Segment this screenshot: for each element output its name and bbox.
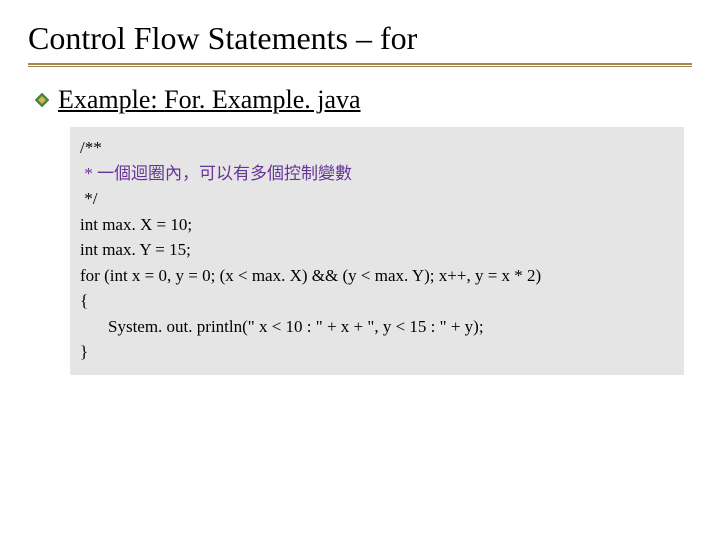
code-line-3: for (int x = 0, y = 0; (x < max. X) && (… <box>80 263 674 289</box>
title-underline <box>28 63 692 67</box>
code-line-5: System. out. println(" x < 10 : " + x + … <box>80 314 674 340</box>
code-line-2: int max. Y = 15; <box>80 237 674 263</box>
bullet-prefix: Example: <box>58 85 164 114</box>
code-comment-body: * 一個迴圈內，可以有多個控制變數 <box>80 161 674 187</box>
code-line-4: { <box>80 288 674 314</box>
code-comment-open: /** <box>80 135 674 161</box>
bullet-filename: For. Example. java <box>164 85 360 114</box>
code-line-1: int max. X = 10; <box>80 212 674 238</box>
code-comment-close: */ <box>80 186 674 212</box>
bullet-text: Example: For. Example. java <box>58 85 361 115</box>
code-block: /** * 一個迴圈內，可以有多個控制變數 */ int max. X = 10… <box>70 127 684 375</box>
diamond-bullet-icon <box>34 92 50 108</box>
bullet-row: Example: For. Example. java <box>34 85 692 115</box>
code-line-6: } <box>80 339 674 365</box>
slide-title: Control Flow Statements – for <box>28 20 692 57</box>
